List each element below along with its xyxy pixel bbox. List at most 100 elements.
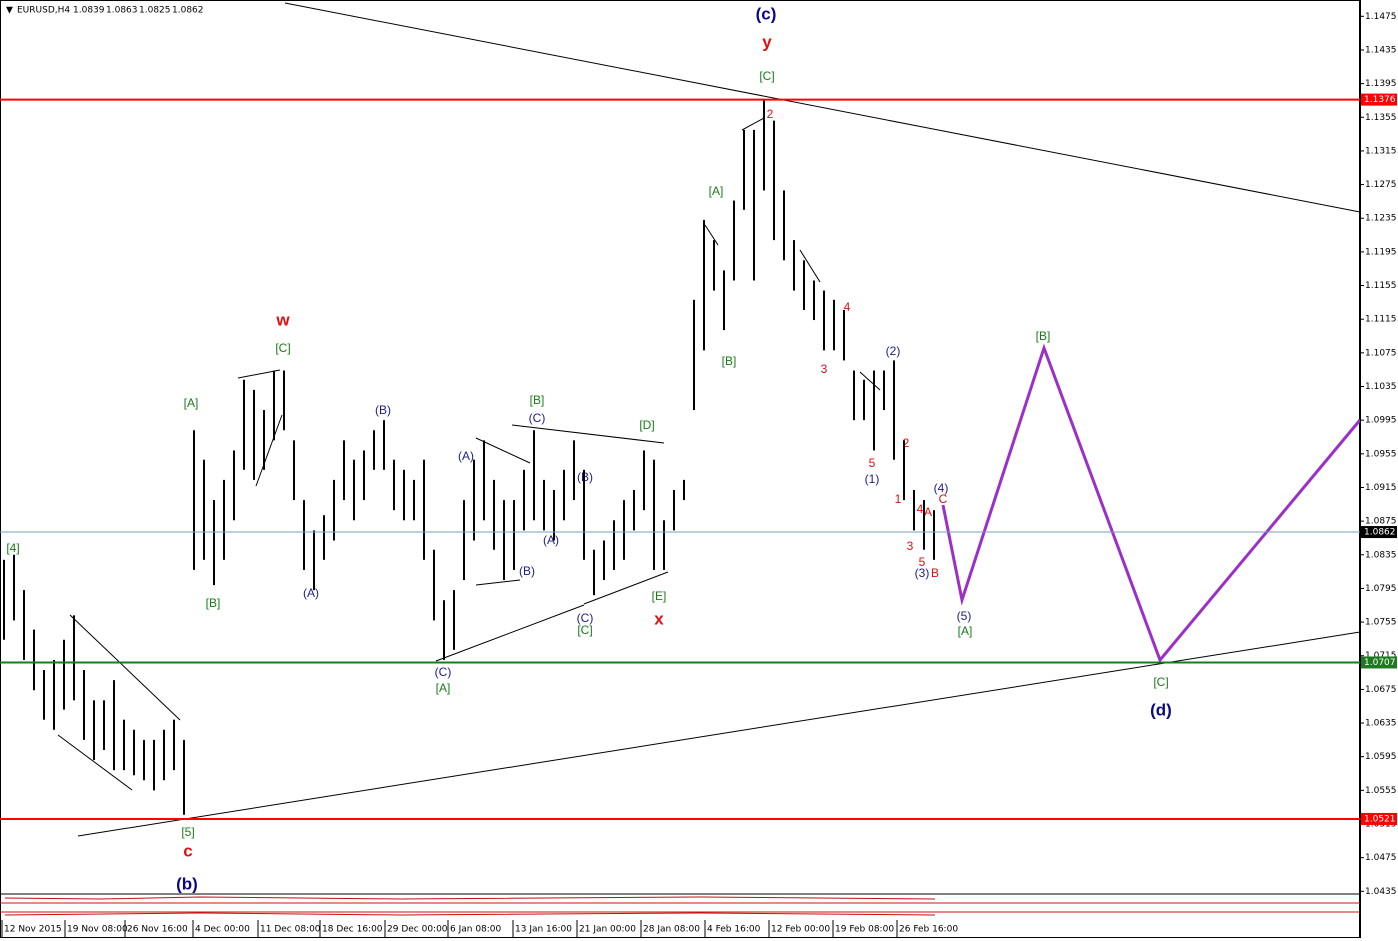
y-tick-label: 1.1235 [1365, 214, 1397, 224]
y-tick-label: 1.1395 [1365, 79, 1397, 89]
wave-label: (C) [435, 665, 452, 679]
price-axis [1360, 0, 1398, 941]
wave-label: (4) [934, 481, 949, 495]
x-tick-label: 19 Nov 08:00 [67, 925, 128, 935]
y-tick-label: 1.0755 [1365, 618, 1397, 628]
y-tick-label: 1.1355 [1365, 113, 1397, 123]
y-tick-label: 1.1195 [1365, 247, 1397, 257]
wave-label: (C) [529, 411, 546, 425]
wave-label: [B] [206, 596, 221, 610]
level-label: 1.0862 [1364, 528, 1396, 538]
level-label-box [1361, 656, 1397, 669]
y-tick-label: 1.0595 [1365, 752, 1397, 762]
wave-label: [C] [1153, 675, 1168, 689]
wave-label: 3 [821, 362, 828, 376]
wave-label: 4 [844, 300, 851, 314]
y-tick-label: 1.0915 [1365, 483, 1397, 493]
wave-label: 2 [903, 436, 910, 450]
wave-label: (C) [577, 611, 594, 625]
x-tick-label: 26 Nov 16:00 [127, 925, 188, 935]
wave-label: C [939, 492, 948, 506]
wave-label: [E] [652, 589, 667, 603]
wave-label: 5 [869, 456, 876, 470]
x-tick-label: 12 Nov 2015 [4, 925, 62, 935]
level-label: 1.0707 [1364, 658, 1396, 668]
y-tick-label: 1.0795 [1365, 584, 1397, 594]
level-label: 1.1376 [1364, 95, 1396, 105]
y-tick-label: 1.1475 [1365, 12, 1397, 22]
wave-label: y [762, 32, 772, 51]
wave-label: 2 [767, 107, 774, 121]
wave-label: c [183, 841, 192, 860]
wave-label: [A] [184, 396, 199, 410]
level-label-box [1361, 526, 1397, 539]
wave-label: (B) [519, 564, 535, 578]
x-tick-label: 18 Dec 16:00 [322, 925, 383, 935]
wave-label: A [924, 505, 932, 519]
y-tick-label: 1.0635 [1365, 719, 1397, 729]
y-tick-label: 1.0835 [1365, 550, 1397, 560]
x-tick-label: 13 Jan 16:00 [515, 925, 572, 935]
wave-label: [5] [181, 825, 194, 839]
wave-label: (2) [886, 344, 901, 358]
header-close: 1.0862 [172, 6, 204, 16]
wave-label: [C] [275, 341, 290, 355]
y-tick-label: 1.1155 [1365, 281, 1397, 291]
x-tick-label: 6 Jan 08:00 [450, 925, 502, 935]
y-tick-label: 1.0715 [1365, 651, 1397, 661]
wave-label: [A] [436, 681, 451, 695]
header-open: 1.0839 [73, 6, 105, 16]
wave-label: (5) [957, 609, 972, 623]
y-tick-label: 1.0995 [1365, 416, 1397, 426]
y-tick-label: 1.1115 [1365, 315, 1397, 325]
header-low: 1.0825 [139, 6, 171, 16]
x-tick-label: 21 Jan 00:00 [579, 925, 636, 935]
header-high: 1.0863 [106, 6, 138, 16]
wave-label: [B] [1036, 329, 1051, 343]
wave-label: [A] [709, 184, 724, 198]
wave-label: [C] [759, 69, 774, 83]
wave-label: (A) [458, 449, 474, 463]
y-tick-label: 1.1275 [1365, 180, 1397, 190]
header-symbol: EURUSD,H4 [17, 6, 70, 16]
wave-label: (A) [303, 586, 319, 600]
plot-frame [0, 0, 1360, 938]
wave-labels: (c) (b) (d) y w x c [C] [C] [A] [4] [B] … [6, 4, 1172, 893]
indicator-panes [0, 893, 1360, 916]
x-tick-label: 28 Jan 08:00 [643, 925, 700, 935]
wave-label: (c) [756, 4, 777, 23]
wave-label: [B] [722, 354, 737, 368]
y-tick-label: 1.1035 [1365, 382, 1397, 392]
wave-label: [D] [639, 418, 654, 432]
wave-label: x [654, 609, 664, 628]
y-tick-label: 1.0675 [1365, 685, 1397, 695]
x-tick-label: 12 Feb 00:00 [771, 925, 830, 935]
wave-label: (3) [915, 566, 930, 580]
wave-label: 5 [919, 555, 926, 569]
x-tick-label: 11 Dec 08:00 [260, 925, 321, 935]
x-tick-label: 19 Feb 08:00 [835, 925, 894, 935]
y-tick-label: 1.0475 [1365, 853, 1397, 863]
y-tick-label: 1.1315 [1365, 146, 1397, 156]
y-tick-label: 1.1075 [1365, 348, 1397, 358]
y-tick-label: 1.0435 [1365, 887, 1397, 897]
wave-label: w [275, 310, 290, 329]
wave-label: [C] [577, 623, 592, 637]
y-tick-label: 1.0955 [1365, 449, 1397, 459]
wave-label: (b) [176, 874, 198, 893]
level-label-box [1361, 812, 1397, 825]
wave-label: 1 [895, 492, 902, 506]
y-tick-label: 1.0875 [1365, 517, 1397, 527]
level-label-box [1361, 93, 1397, 106]
wave-label: [4] [6, 541, 19, 555]
wave-label: B [931, 566, 939, 580]
x-tick-label: 4 Dec 00:00 [195, 925, 250, 935]
x-tick-label: 4 Feb 16:00 [707, 925, 761, 935]
y-tick-label: 1.1435 [1365, 45, 1397, 55]
y-tick-label: 1.0555 [1365, 786, 1397, 796]
projection-path [941, 343, 1362, 663]
level-label: 1.0521 [1364, 814, 1396, 824]
wave-label: 4 [917, 502, 924, 516]
wave-label: (A) [543, 533, 559, 547]
